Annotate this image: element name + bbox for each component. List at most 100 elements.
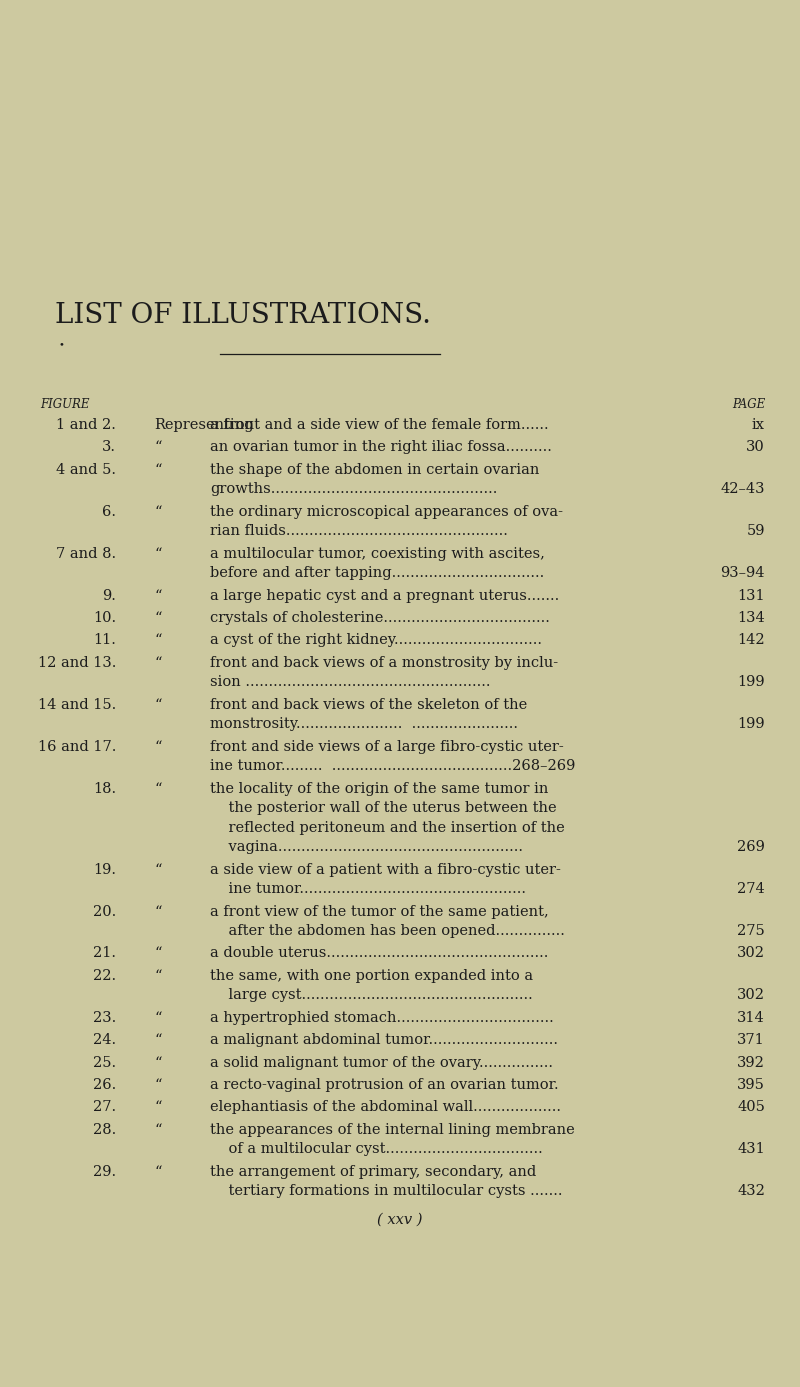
Text: 395: 395 xyxy=(737,1078,765,1092)
Text: 131: 131 xyxy=(738,588,765,602)
Text: 3.: 3. xyxy=(102,441,116,455)
Text: 25.: 25. xyxy=(93,1056,116,1069)
Text: 21.: 21. xyxy=(93,946,116,960)
Text: 28.: 28. xyxy=(93,1123,116,1137)
Text: 30: 30 xyxy=(746,441,765,455)
Text: front and back views of a monstrosity by inclu-: front and back views of a monstrosity by… xyxy=(210,656,558,670)
Text: “: “ xyxy=(154,634,162,648)
Text: tertiary formations in multilocular cysts .......: tertiary formations in multilocular cyst… xyxy=(210,1184,562,1198)
Text: “: “ xyxy=(154,505,162,519)
Text: monstrosity.......................  .......................: monstrosity....................... .....… xyxy=(210,717,518,731)
Text: 18.: 18. xyxy=(93,782,116,796)
Text: 59: 59 xyxy=(746,524,765,538)
Text: •: • xyxy=(58,340,64,350)
Text: a solid malignant tumor of the ovary................: a solid malignant tumor of the ovary....… xyxy=(210,1056,553,1069)
Text: 26.: 26. xyxy=(93,1078,116,1092)
Text: 23.: 23. xyxy=(93,1011,116,1025)
Text: 22.: 22. xyxy=(93,970,116,983)
Text: a malignant abdominal tumor............................: a malignant abdominal tumor.............… xyxy=(210,1033,558,1047)
Text: the same, with one portion expanded into a: the same, with one portion expanded into… xyxy=(210,970,533,983)
Text: “: “ xyxy=(154,698,162,712)
Text: the shape of the abdomen in certain ovarian: the shape of the abdomen in certain ovar… xyxy=(210,463,539,477)
Text: 10.: 10. xyxy=(93,612,116,626)
Text: “: “ xyxy=(154,656,162,670)
Text: front and side views of a large fibro-cystic uter-: front and side views of a large fibro-cy… xyxy=(210,739,564,753)
Text: sion .....................................................: sion ...................................… xyxy=(210,675,490,689)
Text: an ovarian tumor in the right iliac fossa..........: an ovarian tumor in the right iliac foss… xyxy=(210,441,552,455)
Text: LIST OF ILLUSTRATIONS.: LIST OF ILLUSTRATIONS. xyxy=(55,302,431,329)
Text: “: “ xyxy=(154,1011,162,1025)
Text: before and after tapping.................................: before and after tapping................… xyxy=(210,566,544,580)
Text: 269: 269 xyxy=(737,841,765,854)
Text: 4 and 5.: 4 and 5. xyxy=(56,463,116,477)
Text: 7 and 8.: 7 and 8. xyxy=(56,546,116,560)
Text: 11.: 11. xyxy=(93,634,116,648)
Text: a side view of a patient with a fibro-cystic uter-: a side view of a patient with a fibro-cy… xyxy=(210,863,561,877)
Text: a front and a side view of the female form......: a front and a side view of the female fo… xyxy=(210,417,549,431)
Text: 431: 431 xyxy=(738,1143,765,1157)
Text: 6.: 6. xyxy=(102,505,116,519)
Text: 24.: 24. xyxy=(93,1033,116,1047)
Text: 142: 142 xyxy=(738,634,765,648)
Text: 371: 371 xyxy=(738,1033,765,1047)
Text: the locality of the origin of the same tumor in: the locality of the origin of the same t… xyxy=(210,782,548,796)
Text: “: “ xyxy=(154,782,162,796)
Text: rian fluids................................................: rian fluids.............................… xyxy=(210,524,508,538)
Text: “: “ xyxy=(154,441,162,455)
Text: “: “ xyxy=(154,739,162,753)
Text: vagina.....................................................: vagina..................................… xyxy=(210,841,523,854)
Text: “: “ xyxy=(154,1078,162,1092)
Text: “: “ xyxy=(154,588,162,602)
Text: crystals of cholesterine....................................: crystals of cholesterine................… xyxy=(210,612,550,626)
Text: “: “ xyxy=(154,612,162,626)
Text: 405: 405 xyxy=(737,1100,765,1115)
Text: 29.: 29. xyxy=(93,1165,116,1179)
Text: reflected peritoneum and the insertion of the: reflected peritoneum and the insertion o… xyxy=(210,821,565,835)
Text: 392: 392 xyxy=(737,1056,765,1069)
Text: 19.: 19. xyxy=(93,863,116,877)
Text: 1 and 2.: 1 and 2. xyxy=(56,417,116,431)
Text: the appearances of the internal lining membrane: the appearances of the internal lining m… xyxy=(210,1123,574,1137)
Text: after the abdomen has been opened...............: after the abdomen has been opened.......… xyxy=(210,924,565,938)
Text: front and back views of the skeleton of the: front and back views of the skeleton of … xyxy=(210,698,527,712)
Text: 16 and 17.: 16 and 17. xyxy=(38,739,116,753)
Text: PAGE: PAGE xyxy=(732,398,765,411)
Text: a large hepatic cyst and a pregnant uterus.......: a large hepatic cyst and a pregnant uter… xyxy=(210,588,559,602)
Text: elephantiasis of the abdominal wall...................: elephantiasis of the abdominal wall.....… xyxy=(210,1100,561,1115)
Text: a cyst of the right kidney................................: a cyst of the right kidney..............… xyxy=(210,634,542,648)
Text: Representing: Representing xyxy=(154,417,254,431)
Text: 302: 302 xyxy=(737,989,765,1003)
Text: “: “ xyxy=(154,546,162,560)
Text: 93–94: 93–94 xyxy=(721,566,765,580)
Text: “: “ xyxy=(154,904,162,918)
Text: the arrangement of primary, secondary, and: the arrangement of primary, secondary, a… xyxy=(210,1165,536,1179)
Text: a double uterus................................................: a double uterus.........................… xyxy=(210,946,548,960)
Text: 9.: 9. xyxy=(102,588,116,602)
Text: the ordinary microscopical appearances of ova-: the ordinary microscopical appearances o… xyxy=(210,505,563,519)
Text: the posterior wall of the uterus between the: the posterior wall of the uterus between… xyxy=(210,802,557,816)
Text: ix: ix xyxy=(752,417,765,431)
Text: ine tumor.................................................: ine tumor...............................… xyxy=(210,882,526,896)
Text: “: “ xyxy=(154,1165,162,1179)
Text: 199: 199 xyxy=(738,675,765,689)
Text: 275: 275 xyxy=(738,924,765,938)
Text: 20.: 20. xyxy=(93,904,116,918)
Text: a recto-vaginal protrusion of an ovarian tumor.: a recto-vaginal protrusion of an ovarian… xyxy=(210,1078,558,1092)
Text: 134: 134 xyxy=(738,612,765,626)
Text: ( xxv ): ( xxv ) xyxy=(378,1212,422,1226)
Text: “: “ xyxy=(154,1033,162,1047)
Text: 27.: 27. xyxy=(93,1100,116,1115)
Text: “: “ xyxy=(154,970,162,983)
Text: 302: 302 xyxy=(737,946,765,960)
Text: 274: 274 xyxy=(738,882,765,896)
Text: 42–43: 42–43 xyxy=(721,483,765,497)
Text: a multilocular tumor, coexisting with ascites,: a multilocular tumor, coexisting with as… xyxy=(210,546,545,560)
Text: FIGURE: FIGURE xyxy=(40,398,90,411)
Text: 314: 314 xyxy=(738,1011,765,1025)
Text: a hypertrophied stomach..................................: a hypertrophied stomach.................… xyxy=(210,1011,554,1025)
Text: 12 and 13.: 12 and 13. xyxy=(38,656,116,670)
Text: 14 and 15.: 14 and 15. xyxy=(38,698,116,712)
Text: 199: 199 xyxy=(738,717,765,731)
Text: “: “ xyxy=(154,863,162,877)
Text: “: “ xyxy=(154,463,162,477)
